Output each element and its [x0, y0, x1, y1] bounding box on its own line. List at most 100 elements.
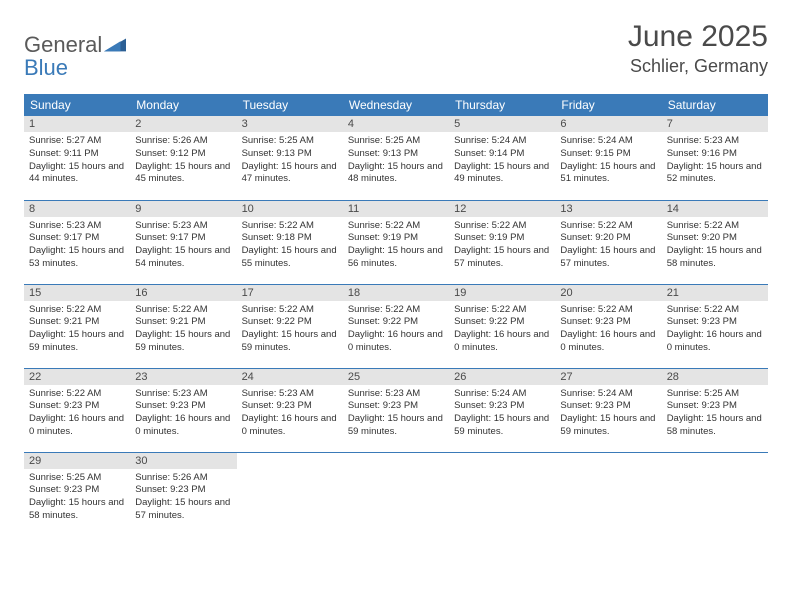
- weekday-header: Saturday: [662, 94, 768, 116]
- logo-text-wrap: General Blue: [24, 34, 126, 80]
- day-cell: 19Sunrise: 5:22 AMSunset: 9:22 PMDayligh…: [449, 284, 555, 368]
- day-cell: [449, 452, 555, 536]
- day-number: 13: [555, 201, 661, 217]
- day-details: Sunrise: 5:23 AMSunset: 9:17 PMDaylight:…: [24, 217, 130, 276]
- day-cell: 22Sunrise: 5:22 AMSunset: 9:23 PMDayligh…: [24, 368, 130, 452]
- day-number: 27: [555, 369, 661, 385]
- day-number: 9: [130, 201, 236, 217]
- day-number: 26: [449, 369, 555, 385]
- day-cell: 17Sunrise: 5:22 AMSunset: 9:22 PMDayligh…: [237, 284, 343, 368]
- day-cell: 4Sunrise: 5:25 AMSunset: 9:13 PMDaylight…: [343, 116, 449, 200]
- day-details: Sunrise: 5:22 AMSunset: 9:20 PMDaylight:…: [555, 217, 661, 276]
- day-cell: 3Sunrise: 5:25 AMSunset: 9:13 PMDaylight…: [237, 116, 343, 200]
- month-title: June 2025: [628, 20, 768, 54]
- day-details: Sunrise: 5:23 AMSunset: 9:23 PMDaylight:…: [237, 385, 343, 444]
- day-details: Sunrise: 5:24 AMSunset: 9:23 PMDaylight:…: [555, 385, 661, 444]
- day-number: 16: [130, 285, 236, 301]
- day-number: 7: [662, 116, 768, 132]
- day-cell: 24Sunrise: 5:23 AMSunset: 9:23 PMDayligh…: [237, 368, 343, 452]
- weekday-header: Tuesday: [237, 94, 343, 116]
- day-details: Sunrise: 5:22 AMSunset: 9:23 PMDaylight:…: [662, 301, 768, 360]
- day-cell: 12Sunrise: 5:22 AMSunset: 9:19 PMDayligh…: [449, 200, 555, 284]
- day-number: 11: [343, 201, 449, 217]
- day-details: Sunrise: 5:22 AMSunset: 9:20 PMDaylight:…: [662, 217, 768, 276]
- calendar-table: Sunday Monday Tuesday Wednesday Thursday…: [24, 94, 768, 536]
- day-details: Sunrise: 5:25 AMSunset: 9:23 PMDaylight:…: [24, 469, 130, 528]
- day-number: 12: [449, 201, 555, 217]
- day-number: 20: [555, 285, 661, 301]
- day-cell: [555, 452, 661, 536]
- day-details: Sunrise: 5:22 AMSunset: 9:21 PMDaylight:…: [24, 301, 130, 360]
- day-number: 17: [237, 285, 343, 301]
- logo-text-blue: Blue: [24, 55, 68, 80]
- day-details: Sunrise: 5:22 AMSunset: 9:19 PMDaylight:…: [449, 217, 555, 276]
- day-cell: 9Sunrise: 5:23 AMSunset: 9:17 PMDaylight…: [130, 200, 236, 284]
- day-number: 1: [24, 116, 130, 132]
- day-number: 5: [449, 116, 555, 132]
- day-details: Sunrise: 5:22 AMSunset: 9:22 PMDaylight:…: [343, 301, 449, 360]
- day-details: Sunrise: 5:23 AMSunset: 9:17 PMDaylight:…: [130, 217, 236, 276]
- day-cell: 20Sunrise: 5:22 AMSunset: 9:23 PMDayligh…: [555, 284, 661, 368]
- day-cell: 18Sunrise: 5:22 AMSunset: 9:22 PMDayligh…: [343, 284, 449, 368]
- logo: General Blue: [24, 20, 126, 80]
- day-number: 2: [130, 116, 236, 132]
- weekday-header: Thursday: [449, 94, 555, 116]
- day-number: 6: [555, 116, 661, 132]
- logo-triangle-icon: [104, 36, 126, 52]
- day-cell: [662, 452, 768, 536]
- day-details: Sunrise: 5:26 AMSunset: 9:12 PMDaylight:…: [130, 132, 236, 191]
- day-details: Sunrise: 5:22 AMSunset: 9:23 PMDaylight:…: [24, 385, 130, 444]
- logo-text-general: General: [24, 32, 102, 57]
- day-cell: 10Sunrise: 5:22 AMSunset: 9:18 PMDayligh…: [237, 200, 343, 284]
- day-cell: 8Sunrise: 5:23 AMSunset: 9:17 PMDaylight…: [24, 200, 130, 284]
- day-cell: 5Sunrise: 5:24 AMSunset: 9:14 PMDaylight…: [449, 116, 555, 200]
- calendar-row: 8Sunrise: 5:23 AMSunset: 9:17 PMDaylight…: [24, 200, 768, 284]
- day-cell: 11Sunrise: 5:22 AMSunset: 9:19 PMDayligh…: [343, 200, 449, 284]
- day-details: Sunrise: 5:22 AMSunset: 9:23 PMDaylight:…: [555, 301, 661, 360]
- day-cell: 1Sunrise: 5:27 AMSunset: 9:11 PMDaylight…: [24, 116, 130, 200]
- day-details: Sunrise: 5:24 AMSunset: 9:15 PMDaylight:…: [555, 132, 661, 191]
- day-details: Sunrise: 5:26 AMSunset: 9:23 PMDaylight:…: [130, 469, 236, 528]
- day-details: Sunrise: 5:23 AMSunset: 9:23 PMDaylight:…: [343, 385, 449, 444]
- day-cell: 28Sunrise: 5:25 AMSunset: 9:23 PMDayligh…: [662, 368, 768, 452]
- page-header: General Blue June 2025 Schlier, Germany: [24, 20, 768, 80]
- weekday-header: Sunday: [24, 94, 130, 116]
- day-details: Sunrise: 5:25 AMSunset: 9:13 PMDaylight:…: [237, 132, 343, 191]
- day-cell: 16Sunrise: 5:22 AMSunset: 9:21 PMDayligh…: [130, 284, 236, 368]
- day-cell: 2Sunrise: 5:26 AMSunset: 9:12 PMDaylight…: [130, 116, 236, 200]
- day-cell: 15Sunrise: 5:22 AMSunset: 9:21 PMDayligh…: [24, 284, 130, 368]
- day-cell: 6Sunrise: 5:24 AMSunset: 9:15 PMDaylight…: [555, 116, 661, 200]
- day-number: 29: [24, 453, 130, 469]
- day-details: Sunrise: 5:24 AMSunset: 9:14 PMDaylight:…: [449, 132, 555, 191]
- day-cell: 23Sunrise: 5:23 AMSunset: 9:23 PMDayligh…: [130, 368, 236, 452]
- day-number: 4: [343, 116, 449, 132]
- calendar-row: 1Sunrise: 5:27 AMSunset: 9:11 PMDaylight…: [24, 116, 768, 200]
- day-number: 10: [237, 201, 343, 217]
- day-number: 14: [662, 201, 768, 217]
- day-number: 23: [130, 369, 236, 385]
- day-number: 25: [343, 369, 449, 385]
- weekday-header: Wednesday: [343, 94, 449, 116]
- day-number: 28: [662, 369, 768, 385]
- calendar-page: General Blue June 2025 Schlier, Germany …: [0, 0, 792, 556]
- weekday-header: Monday: [130, 94, 236, 116]
- day-details: Sunrise: 5:22 AMSunset: 9:22 PMDaylight:…: [237, 301, 343, 360]
- day-number: 22: [24, 369, 130, 385]
- day-cell: 21Sunrise: 5:22 AMSunset: 9:23 PMDayligh…: [662, 284, 768, 368]
- day-cell: [237, 452, 343, 536]
- calendar-row: 15Sunrise: 5:22 AMSunset: 9:21 PMDayligh…: [24, 284, 768, 368]
- day-cell: 7Sunrise: 5:23 AMSunset: 9:16 PMDaylight…: [662, 116, 768, 200]
- day-details: Sunrise: 5:22 AMSunset: 9:21 PMDaylight:…: [130, 301, 236, 360]
- calendar-row: 22Sunrise: 5:22 AMSunset: 9:23 PMDayligh…: [24, 368, 768, 452]
- day-cell: 25Sunrise: 5:23 AMSunset: 9:23 PMDayligh…: [343, 368, 449, 452]
- day-number: 24: [237, 369, 343, 385]
- day-details: Sunrise: 5:24 AMSunset: 9:23 PMDaylight:…: [449, 385, 555, 444]
- day-cell: 14Sunrise: 5:22 AMSunset: 9:20 PMDayligh…: [662, 200, 768, 284]
- day-number: 21: [662, 285, 768, 301]
- day-details: Sunrise: 5:25 AMSunset: 9:13 PMDaylight:…: [343, 132, 449, 191]
- day-cell: [343, 452, 449, 536]
- day-cell: 29Sunrise: 5:25 AMSunset: 9:23 PMDayligh…: [24, 452, 130, 536]
- weekday-header: Friday: [555, 94, 661, 116]
- day-number: 3: [237, 116, 343, 132]
- day-details: Sunrise: 5:22 AMSunset: 9:22 PMDaylight:…: [449, 301, 555, 360]
